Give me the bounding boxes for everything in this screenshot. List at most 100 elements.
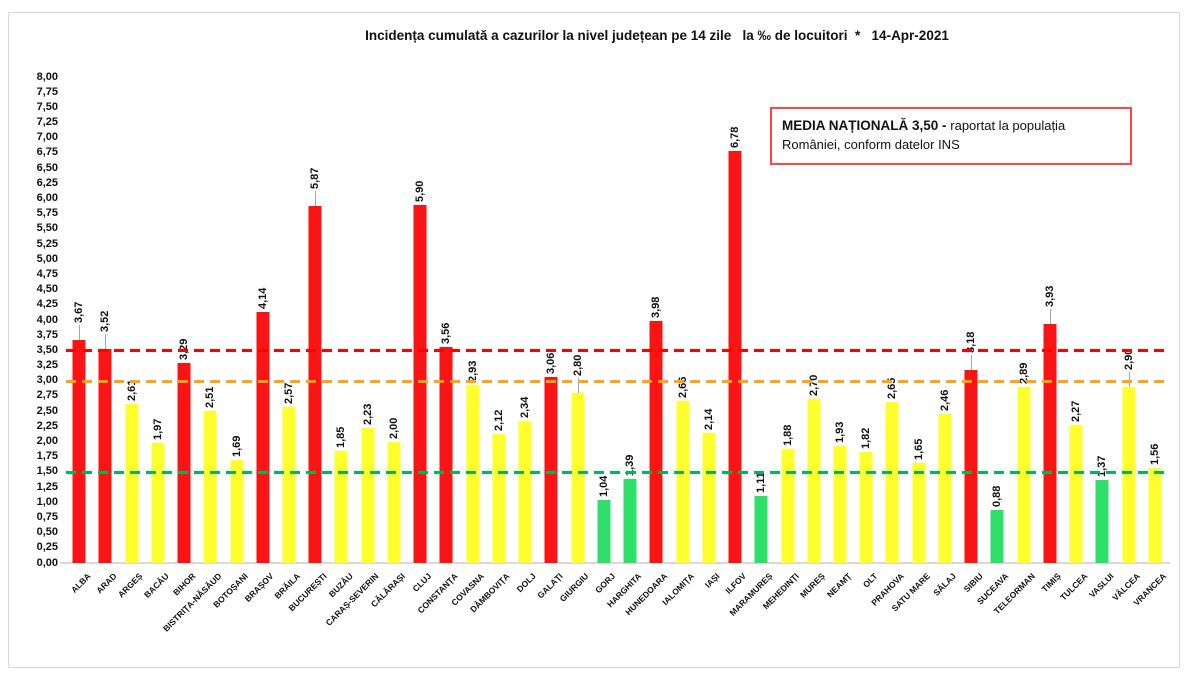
bar-sălaj bbox=[938, 413, 952, 563]
y-axis-tick-label: 0,50 bbox=[36, 526, 58, 539]
bar-value-label: 3,67 bbox=[73, 301, 86, 324]
bar-slot: 0,88 SUCEAVA bbox=[975, 77, 1011, 606]
y-axis-tick-label: 5,00 bbox=[36, 252, 58, 265]
x-axis-label-iași: IAȘI bbox=[703, 571, 722, 590]
bar-maramureș bbox=[754, 495, 768, 563]
bar-bucurești bbox=[308, 206, 322, 563]
bar-slot: 1,93 NEAMȚ bbox=[825, 77, 853, 599]
red-threshold-line bbox=[66, 379, 1168, 383]
bar-slot: 2,90 VÂLCEA bbox=[1110, 77, 1142, 602]
national-average-line bbox=[66, 349, 1168, 353]
bar-value-label: 1,56 bbox=[1148, 443, 1161, 466]
y-axis-tick-label: 3,00 bbox=[36, 374, 58, 387]
bar-slot: 1,69 BOTOȘANI bbox=[211, 77, 250, 610]
x-axis-label-dolj: DOLJ bbox=[515, 571, 539, 595]
label-leader-line bbox=[1128, 371, 1130, 387]
bar-slot: 2,61 ARGEȘ bbox=[116, 77, 144, 599]
bar-slot: 2,46 SĂLAJ bbox=[931, 77, 958, 598]
bar-slot: 2,14 IAȘI bbox=[696, 77, 722, 590]
bar-slot: 1,82 OLT bbox=[853, 77, 879, 590]
bar-slot: 2,34 DOLJ bbox=[512, 77, 538, 594]
bar-value-label: 1,04 bbox=[597, 475, 610, 497]
label-leader-line bbox=[577, 377, 579, 393]
x-axis-label-cluj: CLUJ bbox=[410, 571, 434, 594]
bar-value-label: 2,00 bbox=[387, 417, 400, 439]
bar-arad bbox=[98, 349, 112, 563]
y-axis-tick-label: 3,50 bbox=[36, 343, 58, 356]
bar-slot: 1,37 VASLUI bbox=[1087, 77, 1116, 599]
bar-tulcea bbox=[1069, 425, 1083, 563]
bar-brăila bbox=[282, 406, 296, 563]
bar-botoșani bbox=[230, 460, 244, 563]
bar-slot: 2,66 IALOMIȚA bbox=[660, 77, 696, 607]
bar-slot: 3,29BIHOR bbox=[171, 77, 197, 598]
x-axis-label-bacău: BACĂU bbox=[142, 571, 171, 600]
bar-ilfov bbox=[728, 151, 742, 563]
national-average-legend: MEDIA NAȚIONALĂ 3,50 - raportat la popul… bbox=[770, 107, 1132, 165]
bar-value-label: 2,57 bbox=[283, 382, 295, 404]
y-axis-tick-label: 8,00 bbox=[36, 70, 58, 83]
bar-value-label: 1,65 bbox=[912, 438, 925, 460]
bar-slot: 3,93 TIMIȘ bbox=[1037, 77, 1063, 594]
bar-value-label: 4,14 bbox=[256, 287, 269, 309]
y-axis-tick-label: 6,25 bbox=[36, 176, 58, 189]
bar-value-label: 2,34 bbox=[519, 396, 532, 418]
bar-value-label: 2,27 bbox=[1070, 400, 1083, 423]
y-axis-tick-label: 2,00 bbox=[36, 435, 58, 447]
bar-mehedinți bbox=[781, 448, 795, 563]
bar-value-label: 3,98 bbox=[650, 296, 663, 319]
x-axis-label-sibiu: SIBIU bbox=[961, 571, 985, 595]
bar-slot: 2,51 BISTRIȚA-NĂSĂUD bbox=[161, 77, 224, 633]
bar-value-label: 0,88 bbox=[991, 485, 1004, 507]
bar-value-label: 1,11 bbox=[755, 471, 768, 493]
bar-argeș bbox=[125, 404, 139, 563]
bar-galați bbox=[544, 377, 558, 563]
bar-slot: 2,70 MUREȘ bbox=[798, 77, 827, 600]
bar-mureș bbox=[807, 398, 821, 563]
bar-călărași bbox=[387, 441, 401, 563]
bar-value-label: 6,78 bbox=[729, 126, 742, 149]
y-axis-tick-label: 4,75 bbox=[36, 267, 58, 280]
legend-bold-text: MEDIA NAȚIONALĂ 3,50 - bbox=[782, 118, 951, 133]
bar-value-label: 3,06 bbox=[545, 352, 558, 375]
bar-value-label: 1,69 bbox=[230, 435, 243, 458]
x-axis-label-argeș: ARGEȘ bbox=[116, 571, 145, 600]
bar-slot: 1,88 MEHEDINȚI bbox=[760, 77, 800, 611]
x-axis-label-neamț: NEAMȚ bbox=[824, 571, 854, 600]
bar-iași bbox=[702, 433, 716, 563]
bar-slot: 2,00 CĂLĂRAȘI bbox=[369, 77, 407, 609]
y-axis-tick-label: 6,75 bbox=[36, 146, 58, 159]
bar-neamț bbox=[833, 445, 847, 563]
y-axis-tick-label: 6,00 bbox=[36, 192, 58, 204]
bar-bihor bbox=[177, 363, 191, 563]
bar-suceava bbox=[990, 509, 1004, 563]
y-axis-tick-label: 3,75 bbox=[36, 328, 58, 341]
bar-satu mare bbox=[912, 462, 926, 563]
bar-ialomița bbox=[676, 401, 690, 563]
bar-alba bbox=[72, 340, 86, 563]
x-axis-label-olt: OLT bbox=[860, 571, 880, 590]
bar-bistrița-năsăud bbox=[203, 410, 217, 563]
bar-slot: 3,56 CONSTANȚA bbox=[415, 77, 459, 615]
bar-slot: 2,65 PRAHOVA bbox=[869, 77, 906, 608]
bar-slot: 3,06 GALAȚI bbox=[535, 77, 564, 601]
y-axis-tick-label: 7,00 bbox=[36, 131, 58, 144]
bar-value-label: 2,61 bbox=[125, 380, 138, 402]
bar-value-label: 2,80 bbox=[571, 354, 584, 376]
bar-olt bbox=[859, 452, 873, 563]
y-axis-tick-label: 7,75 bbox=[36, 85, 58, 98]
y-axis-tick-label: 5,25 bbox=[36, 237, 58, 250]
bar-value-label: 1,85 bbox=[335, 426, 348, 448]
bar-slot: 1,56 VRANCEA bbox=[1131, 77, 1168, 608]
bar-slot: 4,14 BRAȘOV bbox=[243, 77, 276, 604]
bar-slot: 2,23 CARAȘ-SEVERIN bbox=[324, 77, 381, 628]
x-axis-label-tulcea: TULCEA bbox=[1057, 571, 1090, 603]
y-axis-tick-label: 0,00 bbox=[36, 556, 58, 569]
bar-slot: 3,18 SIBIU bbox=[958, 77, 984, 594]
bar-brașov bbox=[256, 311, 270, 563]
y-axis-tick-label: 2,75 bbox=[36, 389, 58, 402]
bar-slot: 1,65 SATU MARE bbox=[889, 77, 932, 613]
y-axis-tick-label: 7,25 bbox=[36, 116, 58, 129]
